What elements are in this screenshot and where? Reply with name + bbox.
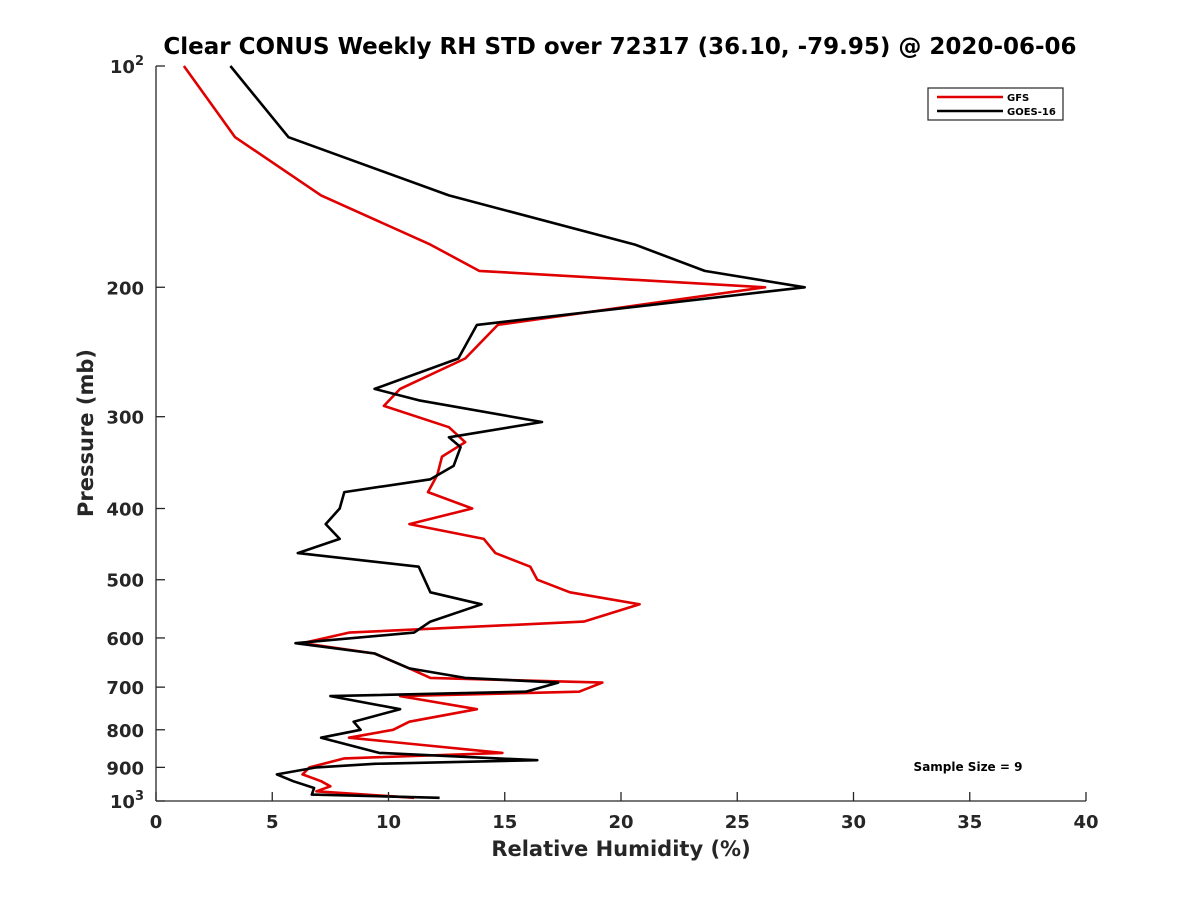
y-tick-label: 400 <box>106 500 144 521</box>
x-ticks: 0 5 10 15 20 25 30 35 40 <box>150 792 1099 833</box>
y-tick-label: 102 <box>110 54 144 78</box>
y-tick-label: 103 <box>110 789 144 813</box>
x-tick-label: 20 <box>608 812 633 833</box>
x-tick-label: 15 <box>492 812 517 833</box>
x-tick-label: 35 <box>957 812 982 833</box>
x-tick-label: 30 <box>841 812 866 833</box>
plot-lines <box>182 65 807 800</box>
y-axis-label: Pressure (mb) <box>74 349 98 517</box>
y-tick-label: 500 <box>106 571 144 592</box>
y-tick-label: 600 <box>106 629 144 650</box>
series-line-gfs <box>182 65 767 800</box>
legend-box <box>927 87 1064 121</box>
x-tick-label: 0 <box>150 812 163 833</box>
x-tick-label: 40 <box>1073 812 1098 833</box>
y-tick-label: 900 <box>106 758 144 779</box>
x-tick-label: 25 <box>725 812 750 833</box>
y-tick-label: 700 <box>106 678 144 699</box>
legend: GFS GOES-16 <box>927 87 1064 121</box>
y-tick-label: 800 <box>106 721 144 742</box>
y-tick-label: 300 <box>106 408 144 429</box>
x-tick-label: 10 <box>376 812 401 833</box>
legend-label-goes16: GOES-16 <box>1007 107 1056 118</box>
x-tick-label: 5 <box>266 812 279 833</box>
x-axis-label: Relative Humidity (%) <box>491 837 750 861</box>
y-tick-label: 200 <box>106 278 144 299</box>
y-ticks: 102 200 300 400 500 600 700 800 900 103 <box>106 54 165 813</box>
sample-size-annotation: Sample Size = 9 <box>914 760 1023 774</box>
series-line-goes16 <box>229 65 807 800</box>
chart-title: Clear CONUS Weekly RH STD over 72317 (36… <box>163 34 1076 60</box>
legend-label-gfs: GFS <box>1007 93 1029 104</box>
